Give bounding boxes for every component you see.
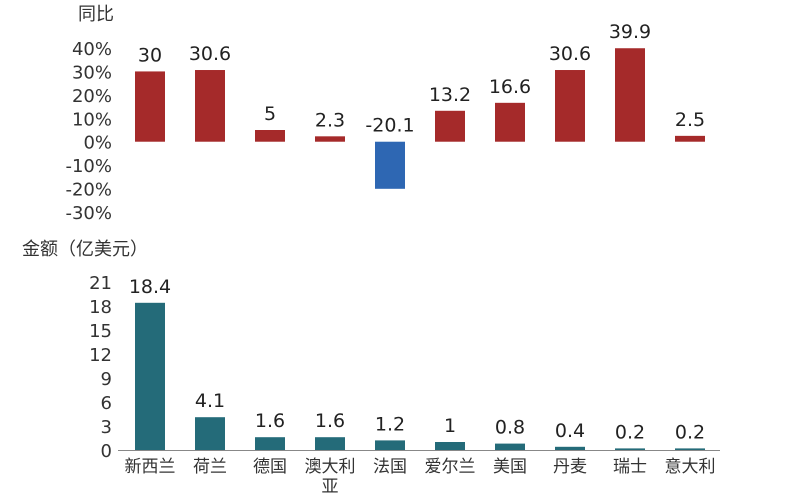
amount-bar — [135, 302, 165, 450]
yoy-data-label: 5 — [264, 103, 276, 125]
category-label: 美国 — [493, 457, 527, 477]
amount-data-label: 1 — [444, 415, 456, 437]
category-label: 意大利 — [665, 457, 716, 477]
yoy-tick-label: -10% — [65, 156, 112, 177]
amount-tick-label: 15 — [89, 321, 112, 342]
amount-data-label: 1.6 — [315, 410, 345, 432]
amount-tick-label: 9 — [101, 369, 112, 390]
amount-tick-label: 21 — [89, 273, 112, 294]
amount-tick-label: 3 — [101, 417, 112, 438]
yoy-tick-label: 30% — [72, 62, 112, 83]
amount-bar — [615, 448, 645, 450]
amount-chart: 金额（亿美元） 21 18 15 12 9 6 3 0 18.4 4.1 1.6 1.6 1.2 1 0.8 0… — [22, 239, 720, 497]
amount-data-label: 0.8 — [495, 417, 525, 439]
amount-axis-title: 金额（亿美元） — [22, 239, 148, 260]
amount-data-label: 1.6 — [255, 410, 285, 432]
yoy-tick-label: 20% — [72, 86, 112, 107]
category-label: 爱尔兰 — [425, 457, 476, 477]
yoy-data-label: 2.3 — [315, 109, 345, 131]
yoy-tick-label: 10% — [72, 109, 112, 130]
yoy-bar — [195, 70, 225, 142]
category-label: 新西兰 — [125, 457, 176, 477]
amount-bar — [675, 448, 705, 450]
amount-bar — [495, 443, 525, 450]
yoy-bar — [435, 110, 465, 142]
yoy-bar — [495, 102, 525, 142]
amount-data-label: 1.2 — [375, 413, 405, 435]
yoy-tick-label: 40% — [72, 39, 112, 60]
yoy-axis-title: 同比 — [78, 4, 114, 25]
amount-bar — [375, 440, 405, 450]
yoy-data-label: 13.2 — [429, 84, 471, 106]
yoy-bar — [555, 70, 585, 142]
yoy-data-label: 30 — [138, 44, 162, 66]
category-label: 瑞士 — [613, 457, 647, 477]
yoy-tick-label: -20% — [65, 180, 112, 201]
yoy-bar — [135, 71, 165, 142]
amount-bar — [435, 442, 465, 450]
amount-bar — [255, 437, 285, 450]
yoy-bar — [675, 135, 705, 142]
yoy-chart: 同比 40%30% 20%10% 0%-10% -20%-30% 30 30.6 5 2.3 -2… — [65, 4, 705, 224]
category-label: 澳大利亚 — [305, 457, 356, 497]
category-label: 荷兰 — [193, 457, 227, 477]
yoy-tick-label: 0% — [83, 133, 112, 154]
yoy-data-label: 30.6 — [549, 43, 591, 65]
yoy-bar — [375, 141, 405, 189]
amount-bar — [195, 417, 225, 450]
amount-data-label: 4.1 — [195, 390, 225, 412]
yoy-data-label: 2.5 — [675, 109, 705, 131]
amount-data-label: 0.2 — [675, 421, 705, 443]
category-label: 德国 — [253, 457, 287, 477]
amount-data-label: 0.2 — [615, 421, 645, 443]
yoy-bar — [255, 130, 285, 142]
amount-data-label: 0.4 — [555, 420, 585, 442]
yoy-data-label: 39.9 — [609, 21, 651, 43]
category-label: 丹麦 — [553, 457, 587, 477]
amount-bar — [315, 437, 345, 450]
yoy-bar — [315, 136, 345, 142]
amount-tick-label: 6 — [101, 393, 112, 414]
yoy-data-label: 16.6 — [489, 76, 531, 98]
yoy-bar — [615, 48, 645, 142]
yoy-tick-label: -30% — [65, 203, 112, 224]
amount-data-label: 18.4 — [129, 276, 171, 298]
category-label: 法国 — [373, 457, 407, 477]
amount-tick-label: 0 — [101, 441, 112, 462]
yoy-data-label: 30.6 — [189, 43, 231, 65]
yoy-data-label: -20.1 — [365, 115, 414, 137]
amount-bar — [555, 446, 585, 450]
amount-tick-label: 18 — [89, 297, 112, 318]
amount-tick-label: 12 — [89, 345, 112, 366]
